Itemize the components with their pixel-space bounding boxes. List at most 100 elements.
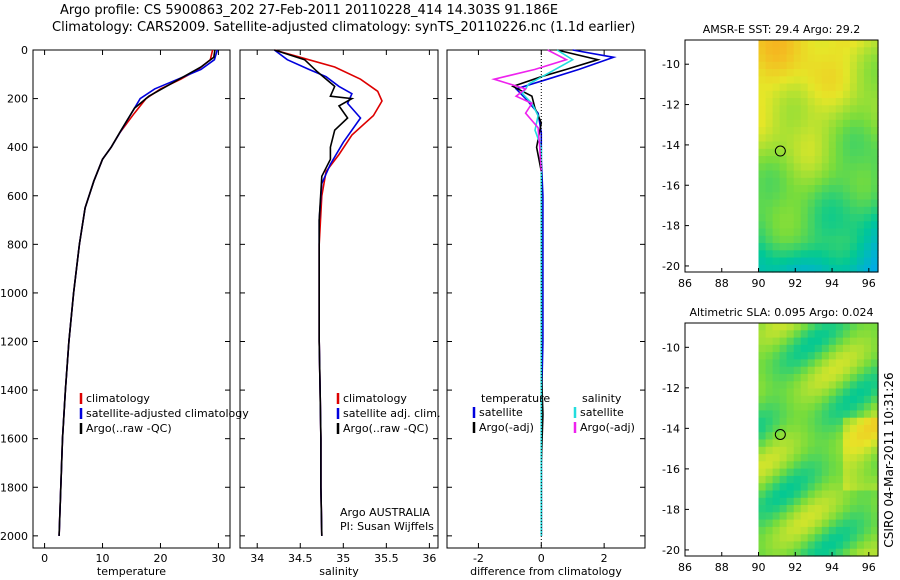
heatmap-cell — [807, 475, 816, 484]
heatmap-cell — [758, 512, 767, 521]
series-line-argo-raw-qc- — [274, 49, 355, 536]
heatmap-cell — [842, 134, 851, 143]
heatmap-cell — [779, 127, 788, 135]
heatmap-cell — [863, 206, 872, 215]
heatmap-cell — [828, 534, 837, 543]
heatmap-cell — [758, 490, 767, 499]
heatmap-cell — [871, 344, 879, 353]
heatmap-cell — [863, 395, 872, 404]
heatmap-cell — [856, 410, 865, 419]
heatmap-cell — [758, 519, 767, 528]
heatmap-cell — [779, 206, 788, 215]
heatmap-cell — [765, 526, 774, 535]
heatmap-cell — [765, 352, 774, 360]
heatmap-cell — [863, 148, 872, 157]
heatmap-cell — [800, 235, 809, 244]
heatmap-cell — [821, 105, 830, 114]
heatmap-cell — [863, 374, 872, 382]
heatmap-cell — [863, 323, 872, 331]
heatmap-cell — [835, 156, 844, 164]
heatmap-cell — [856, 119, 865, 128]
heatmap-cell — [793, 257, 802, 266]
heatmap-cell — [828, 235, 837, 244]
heatmap-cell — [856, 148, 865, 157]
heatmap-cell — [807, 90, 816, 99]
heatmap-cell — [842, 344, 851, 353]
heatmap-cell — [849, 221, 858, 230]
heatmap-cell — [793, 424, 802, 433]
heatmap-cell — [849, 381, 858, 390]
heatmap-cell — [800, 366, 809, 375]
heatmap-cell — [786, 483, 795, 492]
heatmap-cell — [835, 141, 844, 150]
heatmap-cell — [814, 185, 823, 193]
heatmap-cell — [772, 381, 781, 390]
heatmap-cell — [793, 76, 802, 85]
x-tick-label: 2 — [601, 552, 608, 565]
heatmap-cell — [849, 512, 858, 521]
heatmap-cell — [871, 148, 879, 157]
heatmap-cell — [793, 352, 802, 360]
heatmap-cell — [807, 337, 816, 346]
map-y-tick-label: -16 — [662, 179, 680, 192]
heatmap-cell — [842, 83, 851, 92]
heatmap-cell — [821, 461, 830, 470]
heatmap-cell — [821, 323, 830, 331]
heatmap-cell — [828, 221, 837, 230]
heatmap-cell — [842, 90, 851, 99]
heatmap-cell — [807, 403, 816, 411]
heatmap-cell — [758, 141, 767, 150]
map-x-tick-label: 86 — [678, 561, 692, 574]
footer-timestamp: CSIRO 04-Mar-2011 10:31:26 — [882, 372, 896, 547]
heatmap-cell — [863, 221, 872, 230]
heatmap-cell — [758, 439, 767, 448]
heatmap-cell — [765, 141, 774, 150]
heatmap-cell — [871, 388, 879, 397]
heatmap-cell — [821, 119, 830, 128]
heatmap-cell — [772, 446, 781, 455]
heatmap-cell — [786, 221, 795, 230]
heatmap-cell — [758, 228, 767, 237]
heatmap-cell — [856, 235, 865, 244]
heatmap-cell — [849, 468, 858, 477]
heatmap-cell — [849, 264, 858, 273]
heatmap-cell — [871, 264, 879, 273]
x-tick-label: 20 — [153, 552, 167, 565]
heatmap-cell — [772, 119, 781, 128]
heatmap-cell — [871, 199, 879, 208]
heatmap-cell — [842, 112, 851, 121]
heatmap-cell — [842, 446, 851, 455]
heatmap-cell — [863, 243, 872, 251]
heatmap-cell — [814, 61, 823, 70]
heatmap-cell — [835, 228, 844, 237]
heatmap-cell — [807, 141, 816, 150]
heatmap-cell — [871, 323, 879, 331]
heatmap-cell — [779, 112, 788, 121]
heatmap-cell — [793, 526, 802, 535]
heatmap-cell — [814, 410, 823, 419]
heatmap-cell — [871, 221, 879, 230]
heatmap-cell — [835, 69, 844, 77]
heatmap-cell — [835, 403, 844, 411]
heatmap-cell — [814, 374, 823, 382]
heatmap-cell — [758, 403, 767, 411]
heatmap-cell — [807, 417, 816, 426]
heatmap-cell — [786, 98, 795, 106]
heatmap-cell — [821, 177, 830, 186]
heatmap-cell — [821, 156, 830, 164]
heatmap-cell — [807, 83, 816, 92]
x-tick-label: -2 — [473, 552, 484, 565]
heatmap-cell — [800, 512, 809, 521]
legend-label: satellite — [580, 406, 624, 419]
heatmap-cell — [863, 410, 872, 419]
heatmap-cell — [793, 541, 802, 550]
heatmap-cell — [835, 54, 844, 63]
map-x-tick-label: 86 — [678, 277, 692, 290]
heatmap-cell — [871, 214, 879, 222]
heatmap-cell — [821, 388, 830, 397]
heatmap-cell — [800, 221, 809, 230]
heatmap-cell — [856, 534, 865, 543]
heatmap-cell — [786, 54, 795, 63]
heatmap-cell — [758, 264, 767, 273]
heatmap-cell — [871, 446, 879, 455]
